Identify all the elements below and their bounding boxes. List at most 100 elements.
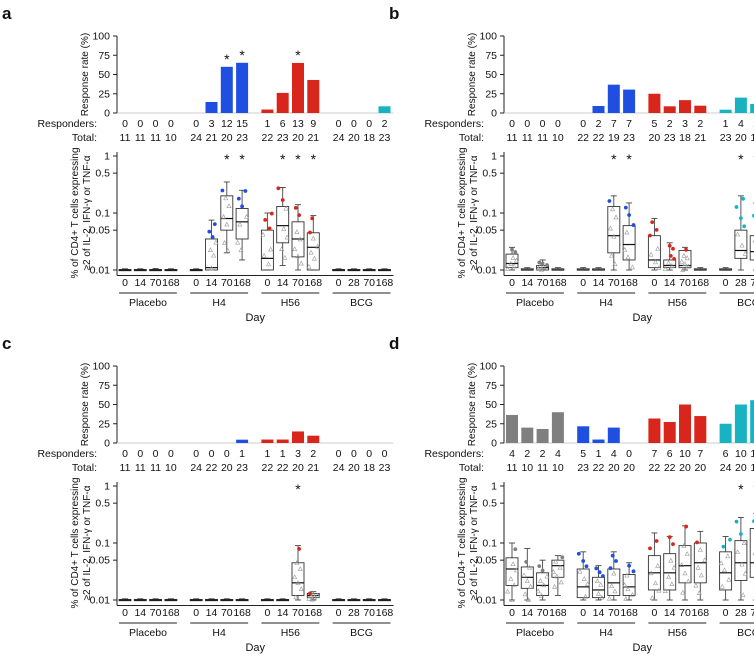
bottom-y-tick-label: 0.05 (477, 555, 498, 567)
data-point-nonresponder (668, 557, 674, 563)
day-tick-label: 0 (264, 607, 270, 619)
top-y-tick-label: 50 (485, 399, 497, 411)
total-value: 10 (552, 462, 564, 474)
day-tick-label: 70 (150, 607, 162, 619)
data-point-nonresponder (294, 229, 300, 235)
data-point-nonresponder (528, 583, 534, 589)
data-point-responder (545, 263, 549, 267)
data-point-nonresponder (237, 221, 243, 227)
data-point-responder (581, 559, 586, 563)
responders-value: 0 (122, 118, 128, 130)
day-tick-label: 0 (723, 607, 729, 619)
top-y-axis-label: Response rate (%) (80, 363, 91, 446)
data-point-nonresponder (508, 261, 514, 266)
data-point-nonresponder (629, 264, 635, 270)
response-bar (607, 427, 620, 443)
significance-star: * (295, 481, 301, 497)
responders-value: 4 (509, 448, 515, 460)
data-point-nonresponder (298, 260, 304, 266)
response-bar (663, 106, 676, 113)
responders-value: 2 (382, 118, 388, 130)
total-value: 20 (221, 132, 233, 144)
data-point-nonresponder (283, 205, 289, 211)
data-point-nonresponder (624, 572, 630, 578)
data-point-nonresponder (623, 596, 629, 601)
bottom-y-axis-label-line1: % of CD4+ T cells expressing (457, 477, 468, 608)
data-point-nonresponder (310, 235, 316, 241)
data-point-nonresponder (553, 558, 559, 564)
total-value: 20 (694, 462, 706, 474)
top-y-tick-label: 75 (98, 380, 110, 392)
data-point-nonresponder (608, 225, 613, 231)
data-point-nonresponder (742, 570, 748, 576)
data-point-nonresponder (511, 582, 517, 588)
response-bar (694, 105, 707, 113)
total-row-label: Total: (72, 132, 97, 144)
data-point-responder (584, 564, 589, 569)
response-bar (521, 427, 534, 443)
data-point-nonresponder (719, 583, 725, 589)
data-point-nonresponder (244, 213, 249, 219)
data-point-responder (684, 247, 688, 252)
box-iqr (551, 559, 565, 578)
data-point-nonresponder (598, 582, 604, 587)
total-value: 22 (593, 132, 605, 144)
day-tick-label: 28 (348, 277, 360, 289)
total-value: 11 (507, 462, 518, 474)
data-point-responder (608, 566, 613, 571)
significance-star: * (224, 51, 230, 67)
total-value: 20 (679, 462, 691, 474)
bottom-y-tick-label: 0.5 (95, 498, 110, 510)
data-point-nonresponder (739, 561, 745, 567)
data-point-responder (667, 535, 672, 540)
data-point-responder (212, 222, 217, 227)
data-point-nonresponder (655, 246, 661, 251)
responders-value: 1 (280, 448, 286, 460)
responders-value: 9 (310, 118, 316, 130)
data-point-nonresponder (740, 592, 746, 597)
data-point-responder (513, 547, 518, 552)
response-bar (205, 101, 218, 113)
response-bar (734, 97, 747, 113)
response-bar (307, 79, 320, 113)
responders-value: 5 (580, 448, 586, 460)
responders-value: 0 (153, 448, 159, 460)
day-tick-label: 70 (292, 277, 304, 289)
data-point-nonresponder (613, 214, 619, 220)
data-point-nonresponder (297, 566, 303, 571)
data-point-responder (631, 569, 636, 574)
top-y-tick-label: 50 (98, 399, 110, 411)
top-y-tick-label: 0 (491, 108, 497, 120)
data-point-nonresponder (505, 588, 511, 594)
day-tick-label: 70 (292, 607, 304, 619)
total-value: 11 (507, 132, 518, 144)
response-bar (607, 84, 620, 113)
responders-value: 0 (351, 448, 357, 460)
data-point-responder (210, 235, 215, 239)
data-point-nonresponder (655, 562, 661, 568)
bottom-y-axis-label-line1: % of CD4+ T cells expressing (70, 477, 81, 608)
data-point-responder (742, 224, 747, 229)
data-point-nonresponder (266, 261, 271, 267)
response-bar (577, 426, 590, 443)
day-tick-label: 70 (221, 277, 233, 289)
total-value: 20 (608, 462, 620, 474)
data-point-nonresponder (213, 239, 219, 245)
responders-value: 12 (221, 118, 233, 130)
data-point-responder (627, 563, 631, 568)
day-tick-label: 168 (233, 277, 251, 289)
day-tick-label: 0 (509, 277, 515, 289)
data-point-responder (601, 574, 605, 578)
day-tick-label: 14 (277, 607, 289, 619)
responders-value: 1 (264, 448, 270, 460)
data-point-nonresponder (522, 591, 528, 597)
box-iqr (749, 527, 754, 578)
responders-value: 2 (310, 448, 316, 460)
total-value: 24 (333, 462, 345, 474)
responders-value: 0 (382, 448, 388, 460)
data-point-nonresponder (648, 570, 654, 576)
data-point-responder (607, 199, 612, 203)
data-point-nonresponder (311, 255, 317, 261)
day-tick-label: 168 (162, 607, 180, 619)
